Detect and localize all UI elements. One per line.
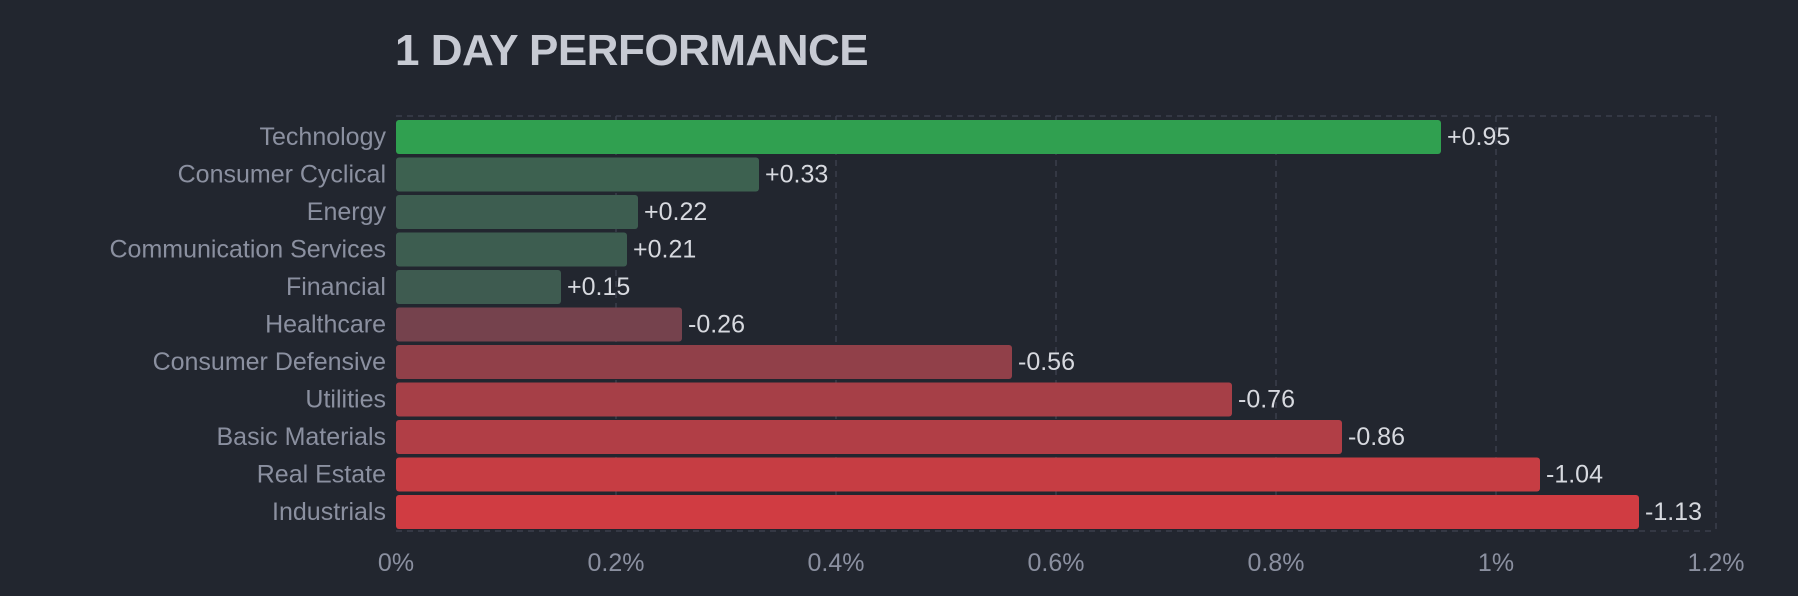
value-label-financial: +0.15 — [567, 273, 630, 301]
bar-healthcare[interactable] — [396, 307, 682, 342]
x-tick-label-0: 0% — [378, 549, 414, 577]
bar-energy[interactable] — [396, 195, 638, 229]
bar-industrials[interactable] — [396, 495, 1639, 529]
bar-utilities[interactable] — [396, 382, 1232, 417]
category-label-consumer-defensive: Consumer Defensive — [153, 348, 386, 376]
value-label-consumer-cyclical: +0.33 — [765, 161, 828, 189]
category-label-consumer-cyclical: Consumer Cyclical — [178, 161, 386, 189]
chart-title: 1 DAY PERFORMANCE — [395, 26, 869, 75]
value-label-industrials: -1.13 — [1645, 498, 1702, 526]
bar-technology[interactable] — [396, 120, 1441, 154]
category-label-real-estate: Real Estate — [257, 461, 386, 489]
bar-consumer-cyclical[interactable] — [396, 157, 759, 192]
bar-consumer-defensive[interactable] — [396, 345, 1012, 379]
value-label-communication-services: +0.21 — [633, 236, 696, 264]
value-label-utilities: -0.76 — [1238, 386, 1295, 414]
x-tick-label-0-4: 0.4% — [808, 549, 865, 577]
category-label-energy: Energy — [307, 198, 387, 226]
bar-financial[interactable] — [396, 270, 561, 304]
category-label-financial: Financial — [286, 273, 386, 301]
x-tick-label-1-2: 1.2% — [1688, 549, 1745, 577]
x-tick-label-0-2: 0.2% — [588, 549, 645, 577]
bar-communication-services[interactable] — [396, 232, 627, 267]
value-label-healthcare: -0.26 — [688, 311, 745, 339]
category-label-industrials: Industrials — [272, 498, 386, 526]
value-label-technology: +0.95 — [1447, 123, 1510, 151]
value-label-consumer-defensive: -0.56 — [1018, 348, 1075, 376]
bar-real-estate[interactable] — [396, 457, 1540, 492]
bar-basic-materials[interactable] — [396, 420, 1342, 454]
category-label-healthcare: Healthcare — [265, 311, 386, 339]
category-label-basic-materials: Basic Materials — [217, 423, 387, 451]
x-tick-label-1: 1% — [1478, 549, 1514, 577]
category-label-communication-services: Communication Services — [110, 236, 387, 264]
category-label-technology: Technology — [260, 123, 387, 151]
value-label-real-estate: -1.04 — [1546, 461, 1603, 489]
category-labels: Technology Consumer Cyclical Energy Communi… — [110, 123, 387, 526]
category-label-utilities: Utilities — [305, 386, 386, 414]
bars — [396, 120, 1639, 529]
x-tick-label-0-6: 0.6% — [1028, 549, 1085, 577]
value-labels: +0.95 +0.33 +0.22 +0.21+0.15 -0.26 -0.56 -0.76… — [567, 123, 1702, 526]
x-tick-label-0-8: 0.8% — [1248, 549, 1305, 577]
value-label-energy: +0.22 — [644, 198, 707, 226]
value-label-basic-materials: -0.86 — [1348, 423, 1405, 451]
x-axis-ticks: 0% 0.2% 0.4% 0.6% 0.8% 1% 1.2% — [378, 549, 1745, 577]
